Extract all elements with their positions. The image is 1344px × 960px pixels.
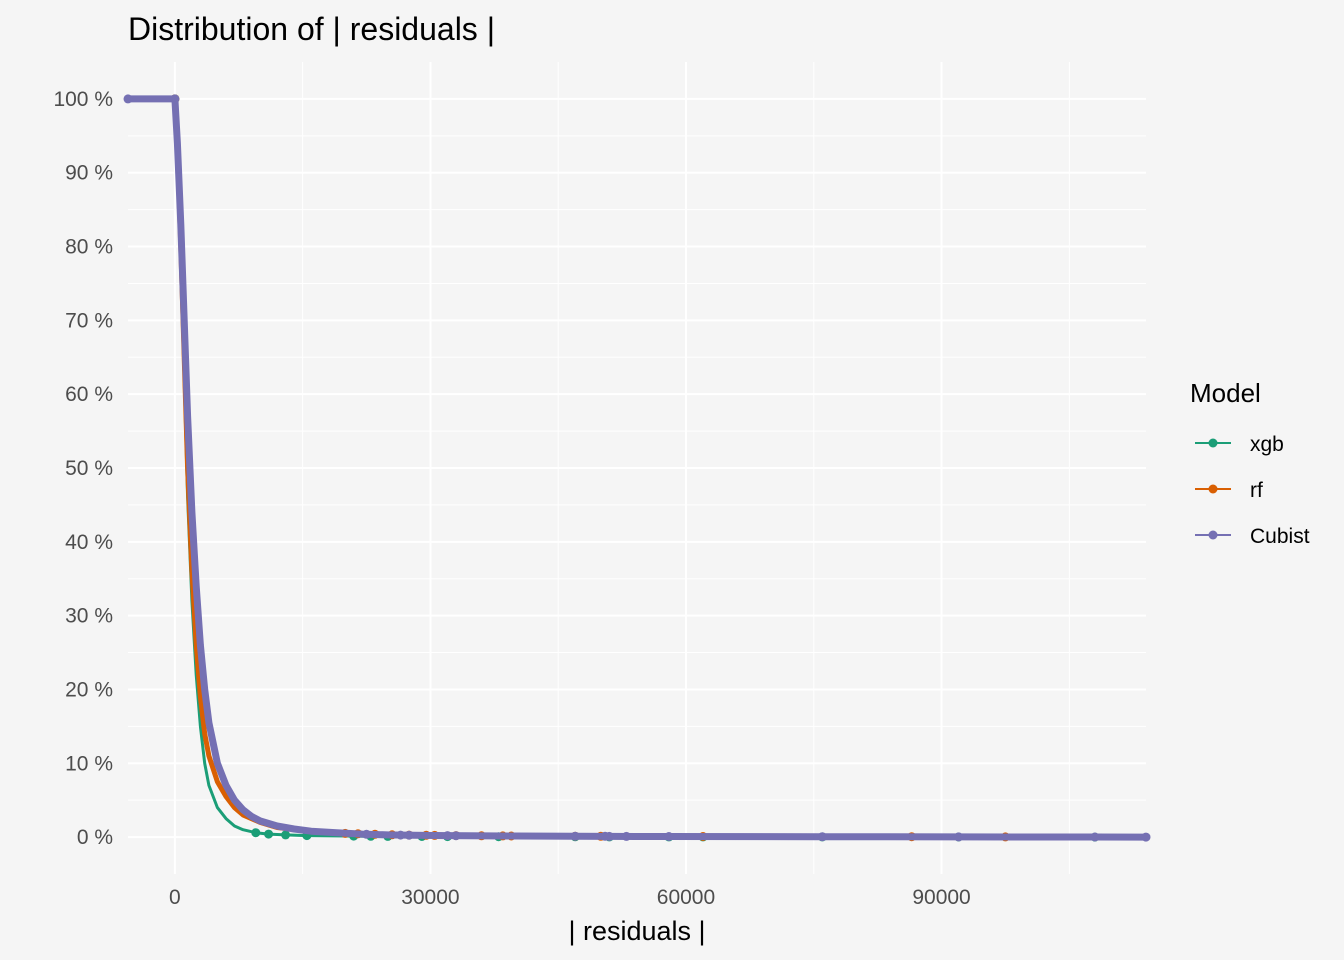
y-tick-label: 60 % xyxy=(65,383,113,406)
y-tick-label: 40 % xyxy=(65,531,113,554)
legend-item-cubist: Cubist xyxy=(1195,525,1310,548)
y-axis-ticks: 0 % 10 % 20 % 30 % 40 % 50 % 60 % 70 % 80 % 90 % 1… xyxy=(53,88,113,849)
y-tick-label: 0 % xyxy=(77,826,113,849)
x-tick-label: 30000 xyxy=(401,886,459,909)
series-cubist xyxy=(123,94,1151,842)
y-tick-label: 80 % xyxy=(65,236,113,259)
legend-title: Model xyxy=(1190,378,1261,408)
y-tick-label: 90 % xyxy=(65,162,113,185)
data-point xyxy=(621,831,631,841)
data-point xyxy=(251,828,261,838)
data-point xyxy=(281,830,291,840)
data-point xyxy=(123,94,133,104)
data-point xyxy=(170,94,180,104)
legend-item-rf: rf xyxy=(1195,479,1263,502)
data-point xyxy=(451,831,461,841)
legend-key-marker xyxy=(1208,530,1218,540)
series-line-cubist xyxy=(124,95,1150,841)
x-tick-label: 0 xyxy=(169,886,181,909)
legend-label: xgb xyxy=(1250,433,1284,456)
data-point xyxy=(264,829,274,839)
data-point xyxy=(817,832,827,842)
series-layer xyxy=(123,94,1151,842)
y-tick-label: 30 % xyxy=(65,605,113,628)
data-point xyxy=(1090,832,1100,842)
y-tick-label: 10 % xyxy=(65,752,113,775)
y-tick-label: 20 % xyxy=(65,678,113,701)
data-point xyxy=(954,832,964,842)
y-tick-label: 70 % xyxy=(65,309,113,332)
x-axis-ticks: 0 30000 60000 90000 xyxy=(169,886,971,909)
x-tick-label: 60000 xyxy=(657,886,715,909)
data-point xyxy=(404,830,414,840)
legend: Model xgb rf Cubist xyxy=(1190,378,1310,548)
chart-title: Distribution of | residuals | xyxy=(128,11,495,47)
legend-label: rf xyxy=(1250,479,1263,502)
data-point xyxy=(443,831,452,841)
legend-item-xgb: xgb xyxy=(1195,433,1284,456)
data-point xyxy=(604,831,614,841)
data-point xyxy=(1141,832,1151,842)
data-point xyxy=(570,831,580,841)
legend-label: Cubist xyxy=(1250,525,1310,548)
legend-key-marker xyxy=(1208,484,1218,494)
data-point xyxy=(396,830,406,840)
x-axis-title: | residuals | xyxy=(568,916,705,946)
x-tick-label: 90000 xyxy=(912,886,970,909)
data-point xyxy=(664,832,674,841)
y-tick-label: 100 % xyxy=(53,88,113,111)
y-tick-label: 50 % xyxy=(65,457,113,480)
data-point xyxy=(362,829,371,839)
legend-key-marker xyxy=(1208,438,1218,448)
